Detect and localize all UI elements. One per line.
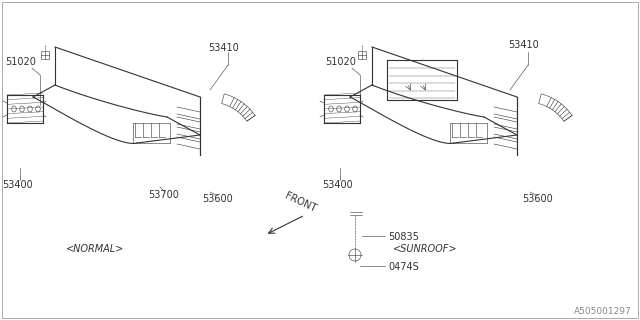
- Bar: [41, 51, 49, 59]
- Bar: [358, 51, 366, 59]
- Text: 53400: 53400: [322, 180, 353, 190]
- Text: 53410: 53410: [508, 40, 539, 50]
- Text: 50835: 50835: [388, 232, 419, 242]
- Text: 0474S: 0474S: [388, 262, 419, 272]
- Text: 53700: 53700: [148, 190, 179, 200]
- Text: <SUNROOF>: <SUNROOF>: [393, 244, 457, 254]
- Text: 51020: 51020: [5, 57, 36, 67]
- Text: 53600: 53600: [522, 194, 553, 204]
- Text: <NORMAL>: <NORMAL>: [66, 244, 124, 254]
- Text: 53600: 53600: [202, 194, 233, 204]
- Text: 53410: 53410: [208, 43, 239, 53]
- Text: A505001297: A505001297: [574, 307, 632, 316]
- Text: FRONT: FRONT: [283, 191, 317, 214]
- Text: 53400: 53400: [2, 180, 33, 190]
- Text: 51020: 51020: [325, 57, 356, 67]
